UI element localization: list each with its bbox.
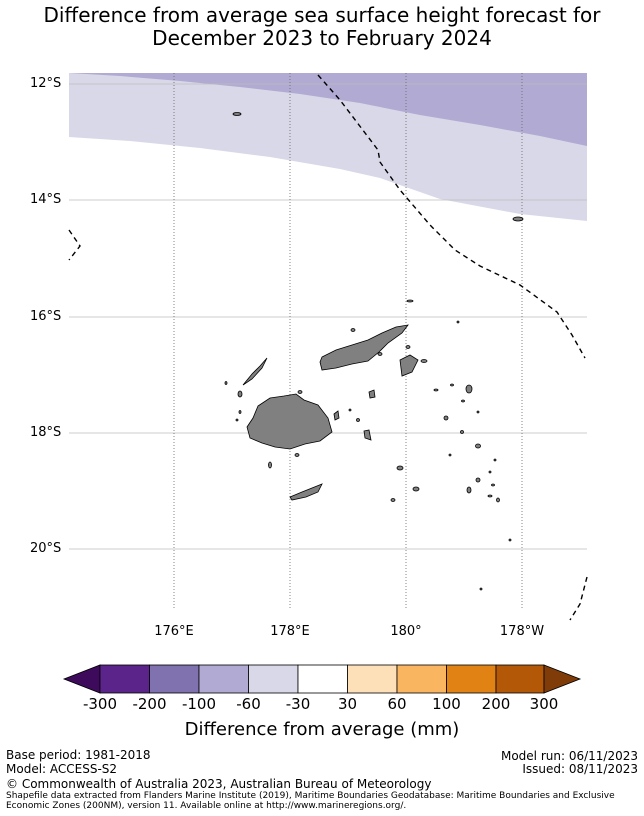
model-run: Model run: 06/11/2023 [500, 749, 638, 763]
colorbar-tick-label: 300 [529, 695, 559, 713]
lat-label-14s: 14°S [30, 192, 62, 207]
lon-label-178e: 178°E [270, 624, 310, 639]
colorbar-extend-low [62, 664, 101, 694]
colorbar-tick-label: 100 [432, 695, 461, 713]
colorbar-swatch-6 [347, 664, 398, 694]
colorbar-tick-label: -200 [132, 695, 167, 713]
koro-island [368, 389, 376, 399]
lat-label-16s: 16°S [30, 309, 62, 324]
colorbar-swatch-4 [248, 664, 299, 694]
colorbar-swatch-2 [149, 664, 200, 694]
colorbar-swatch-9 [495, 664, 545, 694]
longitude-gridlines [173, 73, 523, 610]
colorbar-tick-label: -100 [181, 695, 217, 713]
lon-label-178w: 178°W [499, 624, 545, 639]
colorbar-label: Difference from average (mm) [184, 719, 460, 740]
gau-island [363, 429, 372, 441]
issued-date: Issued: 08/11/2023 [522, 762, 638, 776]
fiji-islands [224, 112, 524, 591]
colorbar [62, 664, 582, 694]
colorbar-extend-high [543, 664, 582, 694]
eez-boundary [68, 74, 588, 621]
shapefile-credit-line-1: Shapefile data extracted from Flanders M… [6, 791, 615, 801]
lat-label-20s: 20°S [30, 541, 62, 556]
colorbar-swatch-8 [446, 664, 497, 694]
colorbar-tick-label: -60 [236, 695, 261, 713]
title-line-1: Difference from average sea surface heig… [43, 3, 601, 27]
viti-levu-island [246, 393, 333, 450]
copyright: © Commonwealth of Australia 2023, Austra… [6, 777, 432, 791]
ovalau-island [333, 410, 340, 421]
colorbar-tick-label: -30 [285, 695, 311, 713]
taveuni-island [399, 354, 419, 377]
colorbar-tick-label: 200 [481, 695, 511, 713]
lon-label-180: 180° [390, 624, 422, 639]
colorbar-swatch-3 [198, 664, 249, 694]
colorbar-swatch-5 [297, 664, 348, 694]
base-period: Base period: 1981-2018 [6, 748, 151, 762]
model-name: Model: ACCESS-S2 [6, 762, 118, 776]
colorbar-tick-label: 30 [337, 695, 358, 713]
lat-label-18s: 18°S [30, 425, 62, 440]
shapefile-credit-line-2: Economic Zones (200NM), version 11. Avai… [6, 801, 407, 811]
vanua-levu-island [319, 324, 409, 371]
colorbar-tick-label: 60 [387, 695, 407, 713]
lon-label-176e: 176°E [154, 624, 194, 639]
title-line-2: December 2023 to February 2024 [152, 26, 492, 50]
lat-label-12s: 12°S [30, 76, 62, 91]
colorbar-swatch-1 [99, 664, 150, 694]
colorbar-tick-label: -300 [82, 695, 118, 713]
anomaly-zone-minus100-minus60 [69, 73, 587, 146]
map-title: Difference from average sea surface heig… [0, 4, 644, 50]
kadavu-island [289, 483, 323, 501]
colorbar-swatch-7 [396, 664, 447, 694]
